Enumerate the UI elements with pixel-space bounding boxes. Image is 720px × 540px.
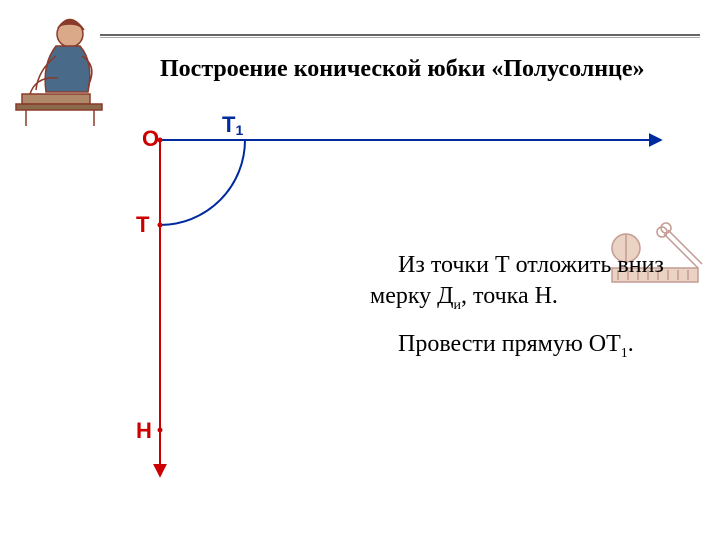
point-T [158, 223, 163, 228]
instruction-text: Из точки Т отложить вниз мерку Ди, точка… [370, 250, 670, 377]
horizontal-rule [100, 34, 700, 38]
slide-title: Построение конической юбки «Полусолнце» [160, 56, 645, 83]
seamstress-illustration [8, 8, 128, 128]
label-H: Н [136, 418, 152, 444]
label-T1: Т1 [222, 112, 243, 138]
label-O: О [142, 126, 159, 152]
point-H [158, 428, 163, 433]
arc-t-t1 [160, 140, 245, 225]
label-T: Т [136, 212, 149, 238]
